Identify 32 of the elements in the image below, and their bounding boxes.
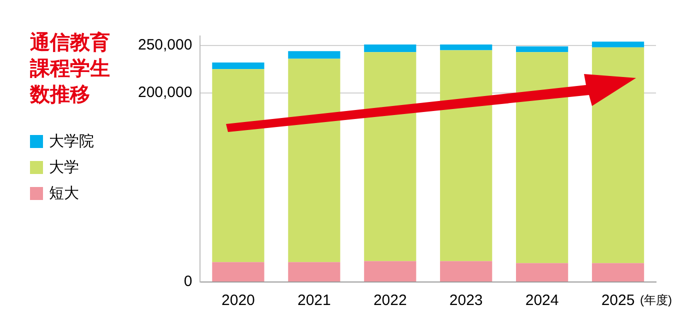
x-tick-label: 2020: [222, 292, 255, 310]
bar: [516, 52, 568, 264]
bar: [212, 69, 264, 262]
x-tick-label: 2023: [449, 292, 483, 310]
x-tick-label: 2025: [601, 292, 635, 310]
legend-label: 大学: [49, 158, 79, 176]
bar: [288, 51, 340, 59]
y-tick-label: 200,000: [138, 84, 192, 101]
bar: [288, 262, 340, 282]
x-tick-label: 2021: [297, 292, 331, 310]
bar: [440, 44, 492, 50]
bar: [364, 261, 416, 282]
x-axis-title: (年度): [640, 292, 672, 309]
y-tick-label: 0: [184, 273, 192, 290]
bar: [592, 263, 644, 282]
bar: [212, 262, 264, 282]
text: 通信教育課程学生数推移: [30, 30, 111, 108]
legend-label: 短大: [49, 184, 79, 202]
bar: [440, 50, 492, 262]
bar: [516, 263, 568, 282]
y-tick-label: 250,000: [138, 36, 192, 54]
bar: [364, 44, 416, 52]
bar: [288, 58, 340, 262]
bar: [592, 47, 644, 264]
bar: [516, 46, 568, 52]
bar: [592, 42, 644, 48]
legend-label: 大学院: [49, 132, 94, 150]
bar: [364, 52, 416, 262]
x-tick-label: 2022: [373, 292, 407, 310]
bar: [212, 62, 264, 70]
x-tick-label: 2024: [525, 292, 559, 310]
bar: [440, 261, 492, 282]
